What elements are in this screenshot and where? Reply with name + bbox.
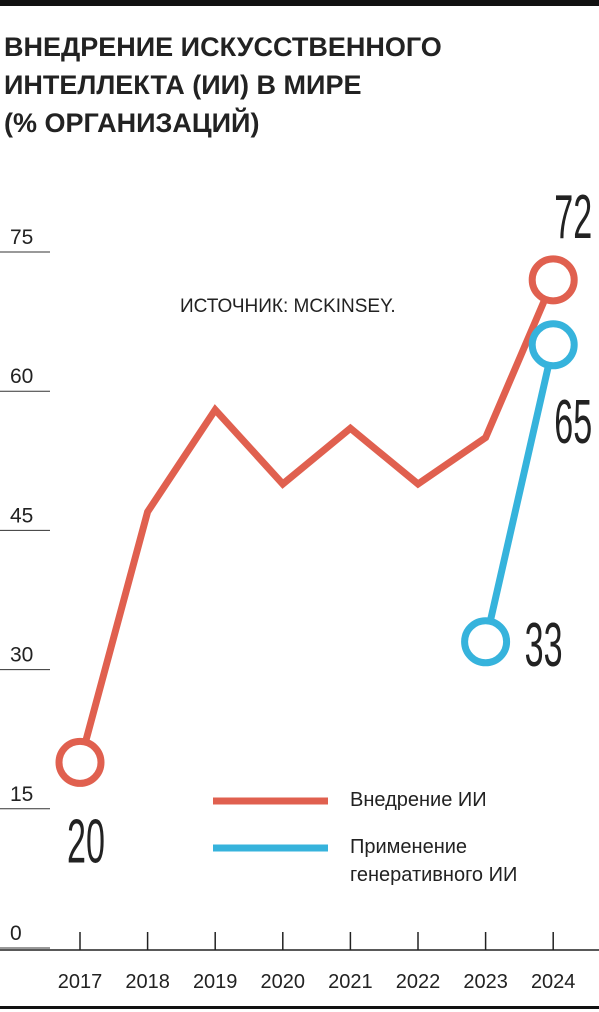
- x-tick-label: 2023: [463, 971, 508, 993]
- y-tick-label: 30: [10, 644, 33, 667]
- data-label: 33: [525, 610, 563, 679]
- y-tick-label: 45: [10, 504, 33, 527]
- y-tick-label: 60: [10, 365, 33, 388]
- chart-title: (% ОРГАНИЗАЦИЙ): [4, 107, 259, 138]
- end-marker: [528, 320, 578, 370]
- series-line: [482, 344, 557, 643]
- x-tick-label: 2018: [125, 971, 170, 993]
- y-tick-label: 15: [10, 783, 33, 806]
- source-note: ИСТОЧНИК: MCKINSEY.: [180, 296, 396, 317]
- end-marker: [55, 737, 105, 787]
- top-rule: [0, 0, 599, 6]
- data-label: 72: [554, 182, 592, 251]
- bottom-rule: [0, 1006, 599, 1009]
- data-label: 20: [67, 807, 105, 876]
- legend-item: Внедрение ИИ: [350, 789, 487, 811]
- x-tick-label: 2020: [261, 971, 306, 993]
- y-tick-label: 75: [10, 226, 33, 249]
- legend-text: Внедрение ИИ: [350, 789, 487, 811]
- end-marker: [528, 255, 578, 305]
- series-line: [76, 278, 557, 764]
- y-tick-label: 0: [10, 922, 22, 945]
- chart-title: ИНТЕЛЛЕКТА (ИИ) В МИРЕ: [4, 70, 361, 100]
- x-tick-label: 2022: [396, 971, 441, 993]
- data-label: 65: [554, 387, 592, 456]
- legend-text: Применение генеративного ИИ: [350, 836, 518, 886]
- legend-item: Применение генеративного ИИ: [350, 836, 518, 886]
- x-tick-label: 2019: [193, 971, 238, 993]
- end-marker: [461, 617, 511, 667]
- x-tick-label: 2017: [58, 971, 103, 993]
- chart-title: ВНЕДРЕНИЕ ИСКУССТВЕННОГО: [4, 32, 442, 62]
- x-tick-label: 2024: [531, 971, 576, 993]
- x-tick-label: 2021: [328, 971, 373, 993]
